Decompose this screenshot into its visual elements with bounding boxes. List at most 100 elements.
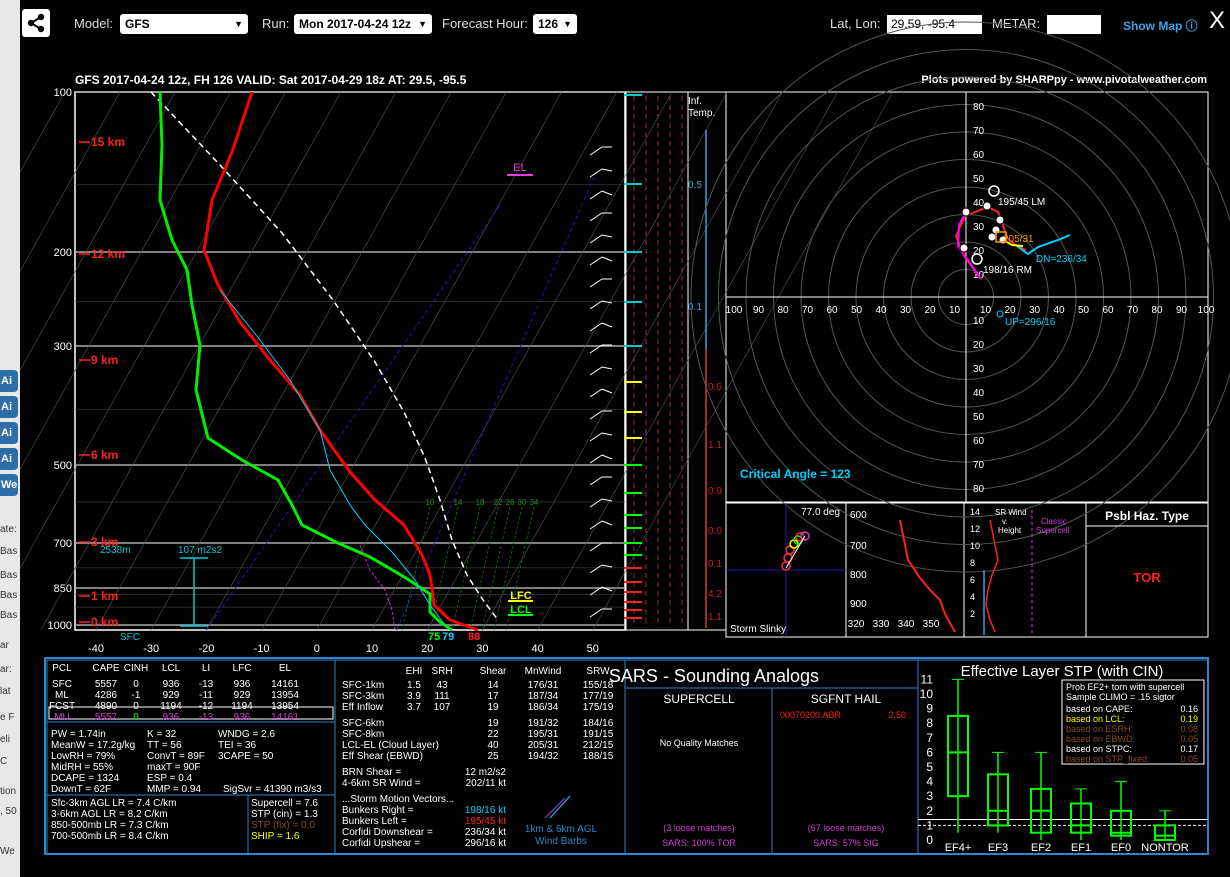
kinematics-cell: 3.9 bbox=[407, 691, 421, 702]
mixing-ratio-label: 22 bbox=[494, 498, 503, 507]
metar-input[interactable] bbox=[1047, 15, 1101, 34]
mixing-ratio-line bbox=[451, 506, 481, 631]
pressure-label: 300 bbox=[54, 341, 72, 353]
index-value: MeanW = 17.2g/kg bbox=[51, 740, 135, 751]
pressure-label: 200 bbox=[54, 247, 72, 259]
hodograph-x-label: 70 bbox=[802, 305, 814, 316]
model-select[interactable]: GFS ▼ bbox=[120, 14, 248, 34]
index-value: MidRH = 55% bbox=[51, 762, 113, 773]
wind-barb-flag bbox=[601, 190, 613, 196]
wind-barb-staff bbox=[589, 190, 603, 200]
hodograph-x-label: 10 bbox=[949, 305, 961, 316]
kinematics-cell: 155/18 bbox=[583, 680, 614, 691]
run-select[interactable]: Mon 2017-04-24 12z ▼ bbox=[294, 14, 432, 34]
parcel-cell: 929 bbox=[163, 690, 180, 701]
temperature-tick-label: 40 bbox=[531, 643, 543, 655]
left-mover-marker bbox=[988, 185, 1000, 197]
wind-barb-staff bbox=[589, 608, 603, 618]
critical-angle-label: Critical Angle = 123 bbox=[740, 467, 851, 481]
lapse-rate-value: 700-500mb LR = 8.4 C/km bbox=[51, 831, 169, 842]
background-text: Bas bbox=[0, 570, 18, 581]
hodograph-y-label: 30 bbox=[973, 364, 985, 375]
hodograph-y-label: 30 bbox=[973, 222, 985, 233]
index-value: TEI = 36 bbox=[218, 740, 257, 751]
inferred-temp-frame bbox=[687, 91, 727, 631]
toolbar: Model: GFS ▼ Run: Mon 2017-04-24 12z ▼ For… bbox=[20, 0, 1230, 50]
wind-barb-staff bbox=[589, 256, 603, 266]
surface-wetbulb: 79 bbox=[442, 631, 454, 643]
background-tab: Ai bbox=[0, 422, 18, 444]
show-map-link[interactable]: Show Map ⓘ bbox=[1123, 19, 1198, 33]
stp-box bbox=[1070, 802, 1092, 834]
lapse-rate-value: 850-500mb LR = 7.3 C/km bbox=[51, 820, 169, 831]
share-button[interactable] bbox=[22, 9, 50, 37]
kinematics-header: SRH bbox=[431, 666, 452, 677]
temperature-tick-label: -40 bbox=[88, 643, 104, 655]
kinematics-layer: SFC-3km bbox=[342, 691, 384, 702]
hodograph-y-label: 10 bbox=[973, 316, 985, 327]
stp-legend-value: 0.19 bbox=[1180, 714, 1198, 724]
index-value: ESP = 0.4 bbox=[147, 773, 193, 784]
mean-wind-marker bbox=[995, 231, 1007, 243]
wind-barb-flag bbox=[601, 564, 613, 568]
wetbulb-profile bbox=[219, 289, 446, 626]
left-mover-label: 195/45 LM bbox=[998, 197, 1045, 208]
index-value: SigSvr = 41390 m3/s3 bbox=[223, 784, 322, 795]
parcel-cell: -1 bbox=[132, 690, 141, 701]
storm-motion-value: 195/45 kt bbox=[465, 816, 506, 827]
index-value: DCAPE = 1324 bbox=[51, 773, 120, 784]
stp-legend-value: 0.08 bbox=[1180, 724, 1198, 734]
wind-barb-flag bbox=[601, 586, 613, 592]
height-label: 1 km bbox=[91, 589, 118, 603]
slinky-tilt bbox=[785, 535, 806, 569]
stp-category-label: EF0 bbox=[1111, 842, 1131, 854]
background-tab: We bbox=[0, 474, 18, 496]
temperature-tick-label: 20 bbox=[421, 643, 433, 655]
parcel-cell: 14161 bbox=[271, 679, 299, 690]
kinematics-cell: 187/34 bbox=[528, 691, 559, 702]
el-label: EL bbox=[513, 162, 526, 174]
hodograph-height-marker bbox=[961, 207, 971, 217]
srwind-height-label: 8 bbox=[970, 558, 975, 568]
wind-barb-flag bbox=[601, 168, 613, 172]
hodograph-y-label: 50 bbox=[973, 412, 985, 423]
inferred-temp-value: 0.1 bbox=[708, 559, 722, 570]
forecast-hour-select[interactable]: 126 ▼ bbox=[533, 14, 577, 34]
slinky-top-ring bbox=[800, 531, 810, 541]
plot-content: GFS 2017-04-24 12z, FH 126 VALID: Sat 20… bbox=[20, 21, 1230, 854]
corfidi-upshear-label: UP=296/16 bbox=[1005, 317, 1056, 328]
index-value: PW = 1.74in bbox=[51, 729, 106, 740]
kinematics-cell: 175/19 bbox=[583, 702, 614, 713]
parcel-cell: 14161 bbox=[271, 712, 299, 723]
hodograph-y-label: 40 bbox=[973, 388, 985, 399]
wind-barb-staff bbox=[589, 520, 603, 530]
skewt-frame bbox=[74, 91, 626, 631]
stp-legend-title: Sample CLIMO = .15 sigtor bbox=[1066, 692, 1175, 702]
plot-frames bbox=[44, 91, 1209, 855]
sars-hail-title: SGFNT HAIL bbox=[811, 692, 882, 706]
corfidi-downshear-label: DN=236/34 bbox=[1036, 254, 1087, 265]
kinematics-header: EHI bbox=[406, 666, 423, 677]
kinematics-cell: 111 bbox=[434, 691, 450, 702]
storm-motion-value: 296/16 kt bbox=[465, 838, 506, 849]
srwind-height-label: 10 bbox=[970, 541, 980, 551]
latlon-input[interactable]: 29.59, -95.4 bbox=[887, 15, 982, 34]
height-label: 15 km bbox=[91, 135, 125, 149]
stp-box bbox=[1154, 824, 1176, 842]
theta-e-temp-label: 330 bbox=[873, 619, 890, 630]
slinky-angle: 77.0 deg bbox=[801, 507, 840, 518]
index-value: ConvT = 89F bbox=[147, 751, 205, 762]
sars-supercell-loose: (3 loose matches) bbox=[663, 823, 735, 833]
isotherm bbox=[95, 91, 397, 631]
isotherm-minus20 bbox=[205, 204, 501, 631]
sfc-label: SFC bbox=[120, 632, 140, 643]
sars-title: SARS - Sounding Analogs bbox=[609, 666, 819, 686]
stp-y-label: 7 bbox=[926, 731, 933, 745]
sars-supercell-title: SUPERCELL bbox=[663, 692, 735, 706]
close-button[interactable]: X bbox=[1209, 7, 1226, 34]
sounding-modal: Model: GFS ▼ Run: Mon 2017-04-24 12z ▼ For… bbox=[20, 0, 1230, 877]
hodograph-ring bbox=[690, 21, 1230, 573]
hodograph-x-label: 30 bbox=[900, 305, 912, 316]
run-value: Mon 2017-04-24 12z bbox=[299, 17, 412, 31]
stp-y-label: 9 bbox=[926, 702, 933, 716]
